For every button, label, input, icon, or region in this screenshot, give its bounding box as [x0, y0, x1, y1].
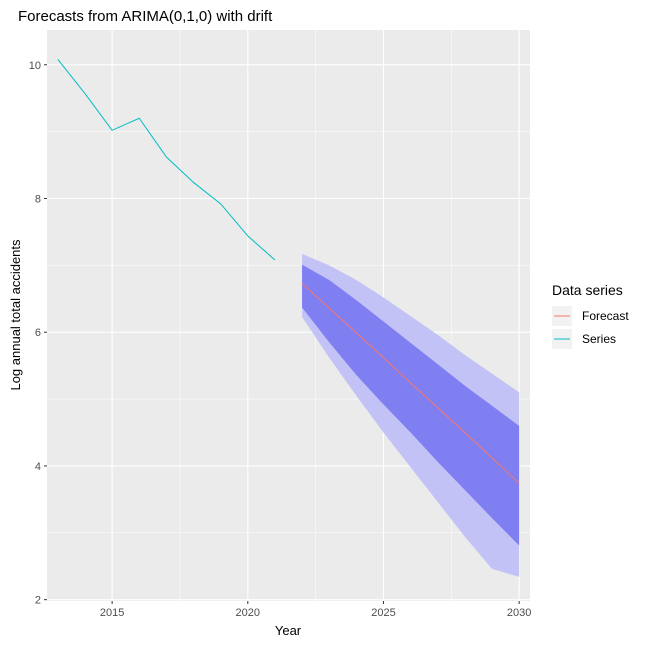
legend-title: Data series: [552, 282, 623, 298]
interval-80-band: [302, 264, 520, 546]
x-tick-label: 2020: [236, 607, 260, 619]
y-tick-label: 10: [29, 60, 41, 72]
forecast-line: [301, 283, 520, 484]
y-axis: 2 4 6 8 10: [29, 60, 47, 607]
y-tick-label: 4: [35, 461, 41, 473]
prediction-intervals: [302, 253, 520, 577]
series-lines: [57, 59, 520, 484]
y-tick-label: 8: [35, 193, 41, 205]
y-tick-label: 6: [35, 327, 41, 339]
legend-label-series: Series: [582, 332, 616, 346]
y-axis-title: Log annual total accidents: [8, 239, 23, 391]
x-tick-label: 2025: [371, 607, 395, 619]
chart-title: Forecasts from ARIMA(0,1,0) with drift: [18, 8, 273, 25]
x-axis-title: Year: [275, 623, 302, 638]
series-line: [57, 59, 276, 261]
x-tick-label: 2015: [100, 607, 124, 619]
x-axis: 2015 2020 2025 2030: [100, 601, 531, 619]
x-tick-label: 2030: [507, 607, 531, 619]
legend: Data series Forecast Series: [552, 282, 629, 349]
y-tick-label: 2: [35, 595, 41, 607]
legend-label-forecast: Forecast: [582, 309, 629, 323]
